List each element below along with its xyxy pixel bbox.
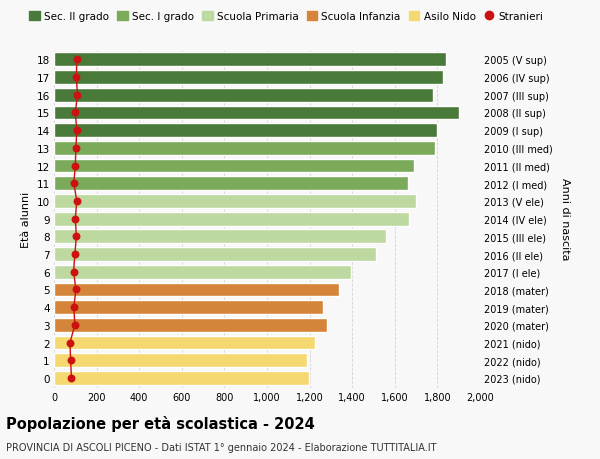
Point: [69, 269, 79, 276]
Bar: [54, 106, 459, 120]
Bar: [54, 124, 437, 138]
Bar: [54, 177, 407, 191]
Point: [71, 74, 81, 82]
Point: [72, 198, 82, 205]
Bar: [54, 89, 433, 102]
Text: Popolazione per età scolastica - 2024: Popolazione per età scolastica - 2024: [6, 415, 315, 431]
Bar: [54, 301, 323, 314]
Bar: [54, 159, 414, 173]
Point: [71, 233, 81, 241]
Point: [72, 127, 82, 134]
Point: [71, 145, 81, 152]
Point: [69, 304, 79, 311]
Point: [66, 357, 76, 364]
Point: [70, 321, 80, 329]
Point: [71, 215, 80, 223]
Point: [73, 92, 82, 99]
Bar: [54, 371, 308, 385]
Bar: [54, 318, 326, 332]
Bar: [54, 247, 376, 261]
Point: [71, 286, 81, 293]
Point: [65, 339, 75, 347]
Point: [67, 375, 76, 382]
Bar: [54, 142, 435, 156]
Y-axis label: Età alunni: Età alunni: [21, 191, 31, 247]
Bar: [54, 212, 409, 226]
Bar: [54, 195, 416, 208]
Point: [72, 56, 82, 64]
Y-axis label: Anni di nascita: Anni di nascita: [560, 178, 569, 260]
Point: [71, 110, 80, 117]
Point: [71, 162, 80, 170]
Text: PROVINCIA DI ASCOLI PICENO - Dati ISTAT 1° gennaio 2024 - Elaborazione TUTTITALI: PROVINCIA DI ASCOLI PICENO - Dati ISTAT …: [6, 442, 437, 452]
Bar: [54, 53, 446, 67]
Bar: [54, 283, 340, 297]
Point: [69, 180, 79, 188]
Bar: [54, 353, 307, 367]
Bar: [54, 230, 386, 244]
Bar: [54, 265, 351, 279]
Legend: Sec. II grado, Sec. I grado, Scuola Primaria, Scuola Infanzia, Asilo Nido, Stran: Sec. II grado, Sec. I grado, Scuola Prim…: [29, 12, 544, 22]
Bar: [54, 71, 443, 85]
Point: [70, 251, 80, 258]
Bar: [54, 336, 315, 350]
